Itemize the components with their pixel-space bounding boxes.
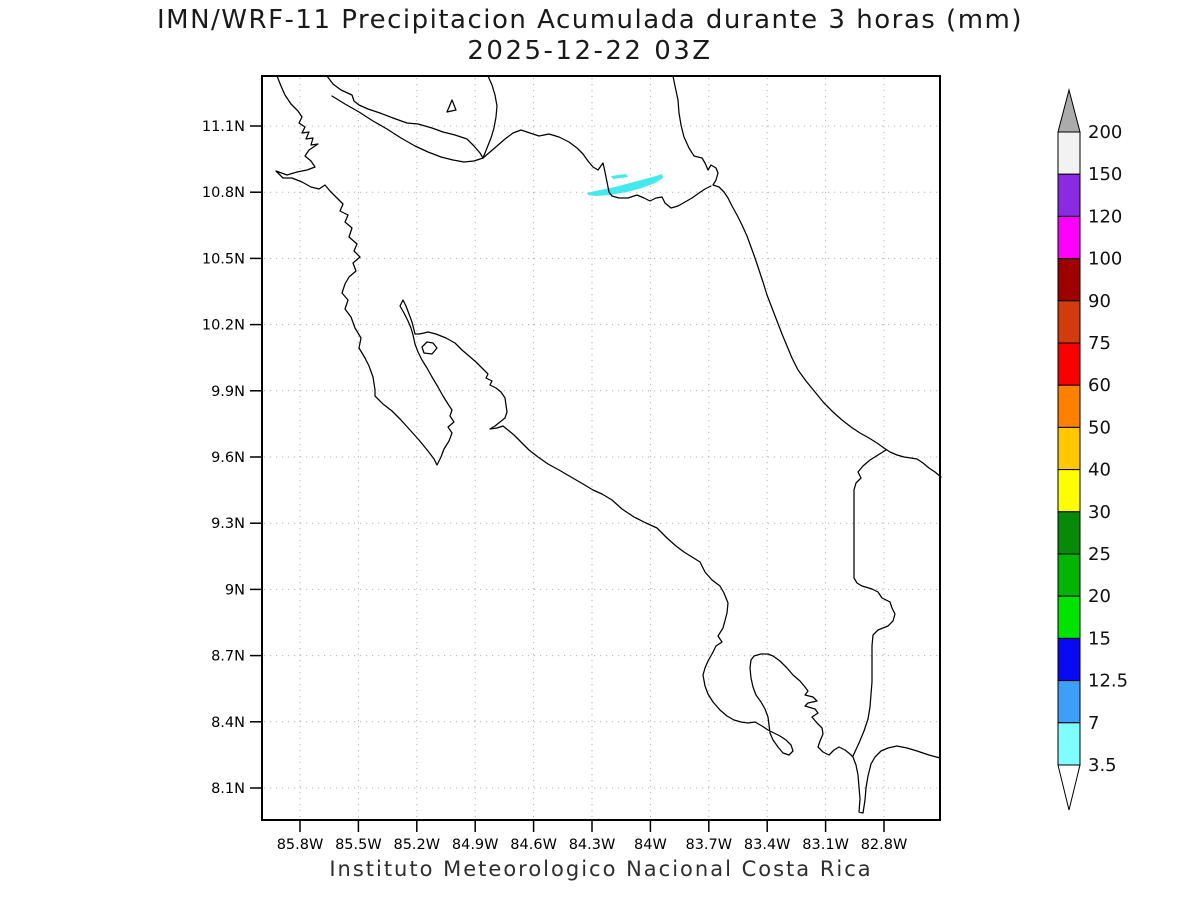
colorbar-segment <box>1057 680 1081 724</box>
colorbar-segment <box>1057 131 1081 175</box>
colorbar: 200 150 120 100 90 75 60 50 40 30 25 20 15 12.5 7 3.5 <box>1057 88 1128 811</box>
pacific-coastline <box>275 75 941 814</box>
precip-patch-small <box>611 174 628 179</box>
plot-border <box>261 75 941 821</box>
title-line-1: IMN/WRF-11 Precipitacion Acumulada duran… <box>156 5 1024 35</box>
colorbar-segment <box>1057 384 1081 428</box>
y-tick-label: 10.2N <box>202 318 245 334</box>
grid-layer <box>264 78 938 818</box>
x-tick-label: 84.3W <box>569 837 616 853</box>
y-tick-label: 9.9N <box>211 384 245 400</box>
y-tick-label: 10.8N <box>202 185 245 201</box>
y-tick-label: 8.1N <box>211 781 245 797</box>
lake-island <box>446 99 457 113</box>
colorbar-label: 50 <box>1088 417 1111 438</box>
colorbar-segment <box>1057 637 1081 682</box>
x-tick-label: 82.8W <box>861 837 908 853</box>
y-tick-label: 8.4N <box>211 715 245 731</box>
colorbar-segment <box>1057 595 1081 639</box>
y-tick-label: 9.3N <box>211 516 245 532</box>
colorbar-segment <box>1057 173 1081 217</box>
y-tick-label: 10.5N <box>202 251 245 267</box>
san-juan-border-line <box>482 129 712 209</box>
colorbar-label: 15 <box>1088 628 1111 649</box>
y-tick-label: 9N <box>225 582 245 598</box>
colorbar-label: 120 <box>1088 206 1122 227</box>
colorbar-label: 100 <box>1088 249 1122 270</box>
x-tick-label: 83.7W <box>685 837 732 853</box>
x-tick-label: 85.2W <box>393 837 440 853</box>
colorbar-label: 7 <box>1088 713 1099 734</box>
x-tick-label: 83.4W <box>744 837 791 853</box>
caribbean-coastline <box>672 75 942 478</box>
nicaragua-border-line <box>331 95 484 163</box>
colorbar-segment <box>1057 258 1081 302</box>
colorbar-label: 3.5 <box>1088 755 1117 776</box>
colorbar-segment <box>1057 469 1081 513</box>
colorbar-label: 25 <box>1088 544 1111 565</box>
colorbar-label: 30 <box>1088 502 1111 523</box>
colorbar-label: 12.5 <box>1088 671 1128 692</box>
panama-border-line <box>852 449 896 757</box>
colorbar-label: 200 <box>1088 122 1122 143</box>
colorbar-segment <box>1057 553 1081 597</box>
x-tick-label: 84W <box>634 837 667 853</box>
colorbar-label: 90 <box>1088 291 1111 312</box>
y-tick-label: 8.7N <box>211 649 245 665</box>
plot-title: IMN/WRF-11 Precipitacion Acumulada duran… <box>0 5 1180 67</box>
axis-layer: 85.8W 85.5W 85.2W 84.9W 84.6W 84.3W 84W 83.7W 83… <box>202 119 907 853</box>
colorbar-segment <box>1057 426 1081 471</box>
x-tick-label: 85.8W <box>277 837 324 853</box>
colorbar-segment <box>1057 722 1081 766</box>
x-tick-label: 84.6W <box>510 837 557 853</box>
colorbar-under-arrow <box>1057 764 1081 811</box>
x-tick-label: 84.9W <box>452 837 499 853</box>
colorbar-segment <box>1057 342 1081 386</box>
colorbar-segment <box>1057 511 1081 555</box>
precip-patch-main <box>587 174 663 196</box>
title-line-2: 2025-12-22 03Z <box>467 36 713 66</box>
colorbar-label: 150 <box>1088 164 1122 185</box>
colorbar-over-arrow <box>1057 88 1081 133</box>
colorbar-label: 40 <box>1088 460 1111 481</box>
colorbar-label: 20 <box>1088 586 1111 607</box>
colorbar-label: 60 <box>1088 375 1111 396</box>
lake-nicaragua-west-shore <box>326 75 484 159</box>
chira-island <box>421 341 438 355</box>
x-tick-label: 83.1W <box>802 837 849 853</box>
footer-credit: Instituto Meteorologico Nacional Costa R… <box>329 857 873 881</box>
x-tick-label: 85.5W <box>335 837 382 853</box>
colorbar-segment <box>1057 300 1081 344</box>
colorbar-label: 75 <box>1088 333 1111 354</box>
y-tick-label: 9.6N <box>211 450 245 466</box>
lake-nicaragua-east-shore <box>482 75 498 159</box>
y-tick-label: 11.1N <box>202 119 245 135</box>
colorbar-segment <box>1057 215 1081 260</box>
